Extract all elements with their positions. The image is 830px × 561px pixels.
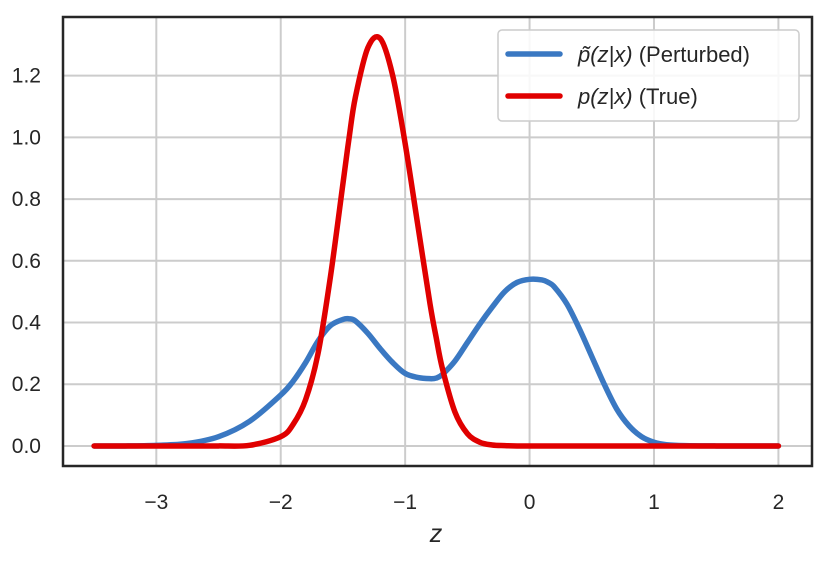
plot-frame — [61, 15, 814, 468]
x-tick-label: 0 — [524, 491, 536, 514]
legend-label: (Perturbed) — [633, 42, 750, 67]
x-tick-label: 2 — [773, 491, 785, 514]
y-tick-label: 0.2 — [12, 373, 41, 396]
axes: −3 −2 −1 0 1 2 0.0 0.2 0.4 0.6 0.8 1.0 1.2 — [12, 15, 814, 514]
legend-label: (True) — [633, 84, 698, 109]
y-tick-label: 0.6 — [12, 250, 41, 273]
y-tick-label: 0.0 — [12, 435, 41, 458]
legend-box — [497, 29, 800, 122]
legend-math: p(z|x) — [577, 84, 633, 109]
legend-math: p̃(z|x) — [577, 42, 633, 67]
x-axis-label: z — [429, 520, 443, 548]
x-tick-label: −2 — [269, 491, 293, 514]
legend-entry: p(z|x) (True) — [577, 84, 698, 109]
x-tick-label: −1 — [393, 491, 417, 514]
legend-entry: p̃(z|x) (Perturbed) — [577, 42, 750, 67]
y-tick-label: 0.8 — [12, 188, 41, 211]
legend: p̃(z|x) (Perturbed)p(z|x) (True) — [497, 29, 800, 122]
true-series-line — [91, 33, 782, 449]
series-lines — [91, 33, 782, 449]
y-tick-label: 0.4 — [12, 312, 42, 335]
y-tick-label: 1.2 — [12, 65, 41, 88]
x-tick-label: −3 — [144, 491, 168, 514]
perturbed-series-line — [91, 276, 782, 449]
y-tick-label: 1.0 — [12, 126, 41, 149]
x-tick-label: 1 — [648, 491, 660, 514]
